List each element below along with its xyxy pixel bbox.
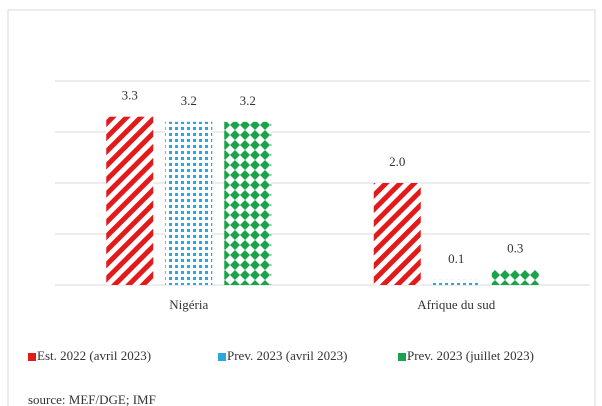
- value-label: 3.3: [122, 88, 138, 103]
- bar: [432, 279, 480, 285]
- bar: [373, 183, 421, 285]
- value-label: 0.1: [448, 251, 464, 266]
- value-label: 0.3: [507, 241, 523, 256]
- value-label: 2.0: [389, 154, 405, 169]
- legend-swatch: [218, 353, 226, 361]
- value-label: 3.2: [240, 93, 256, 108]
- legend-swatch: [28, 353, 36, 361]
- legend-label: Prev. 2023 (juillet 2023): [407, 348, 534, 363]
- chart-frame: [7, 9, 596, 406]
- bar: [106, 116, 154, 285]
- bar: [165, 121, 213, 285]
- source-note: source: MEF/DGE; IMF: [28, 392, 156, 406]
- legend-label: Prev. 2023 (avril 2023): [227, 348, 347, 363]
- bar: [224, 121, 272, 285]
- x-tick-label: Afrique du sud: [417, 297, 495, 312]
- legend-label: Est. 2022 (avril 2023): [37, 348, 151, 363]
- legend-swatch: [398, 353, 406, 361]
- bar: [491, 269, 539, 285]
- value-label: 3.2: [181, 93, 197, 108]
- x-tick-label: Nigéria: [169, 297, 208, 312]
